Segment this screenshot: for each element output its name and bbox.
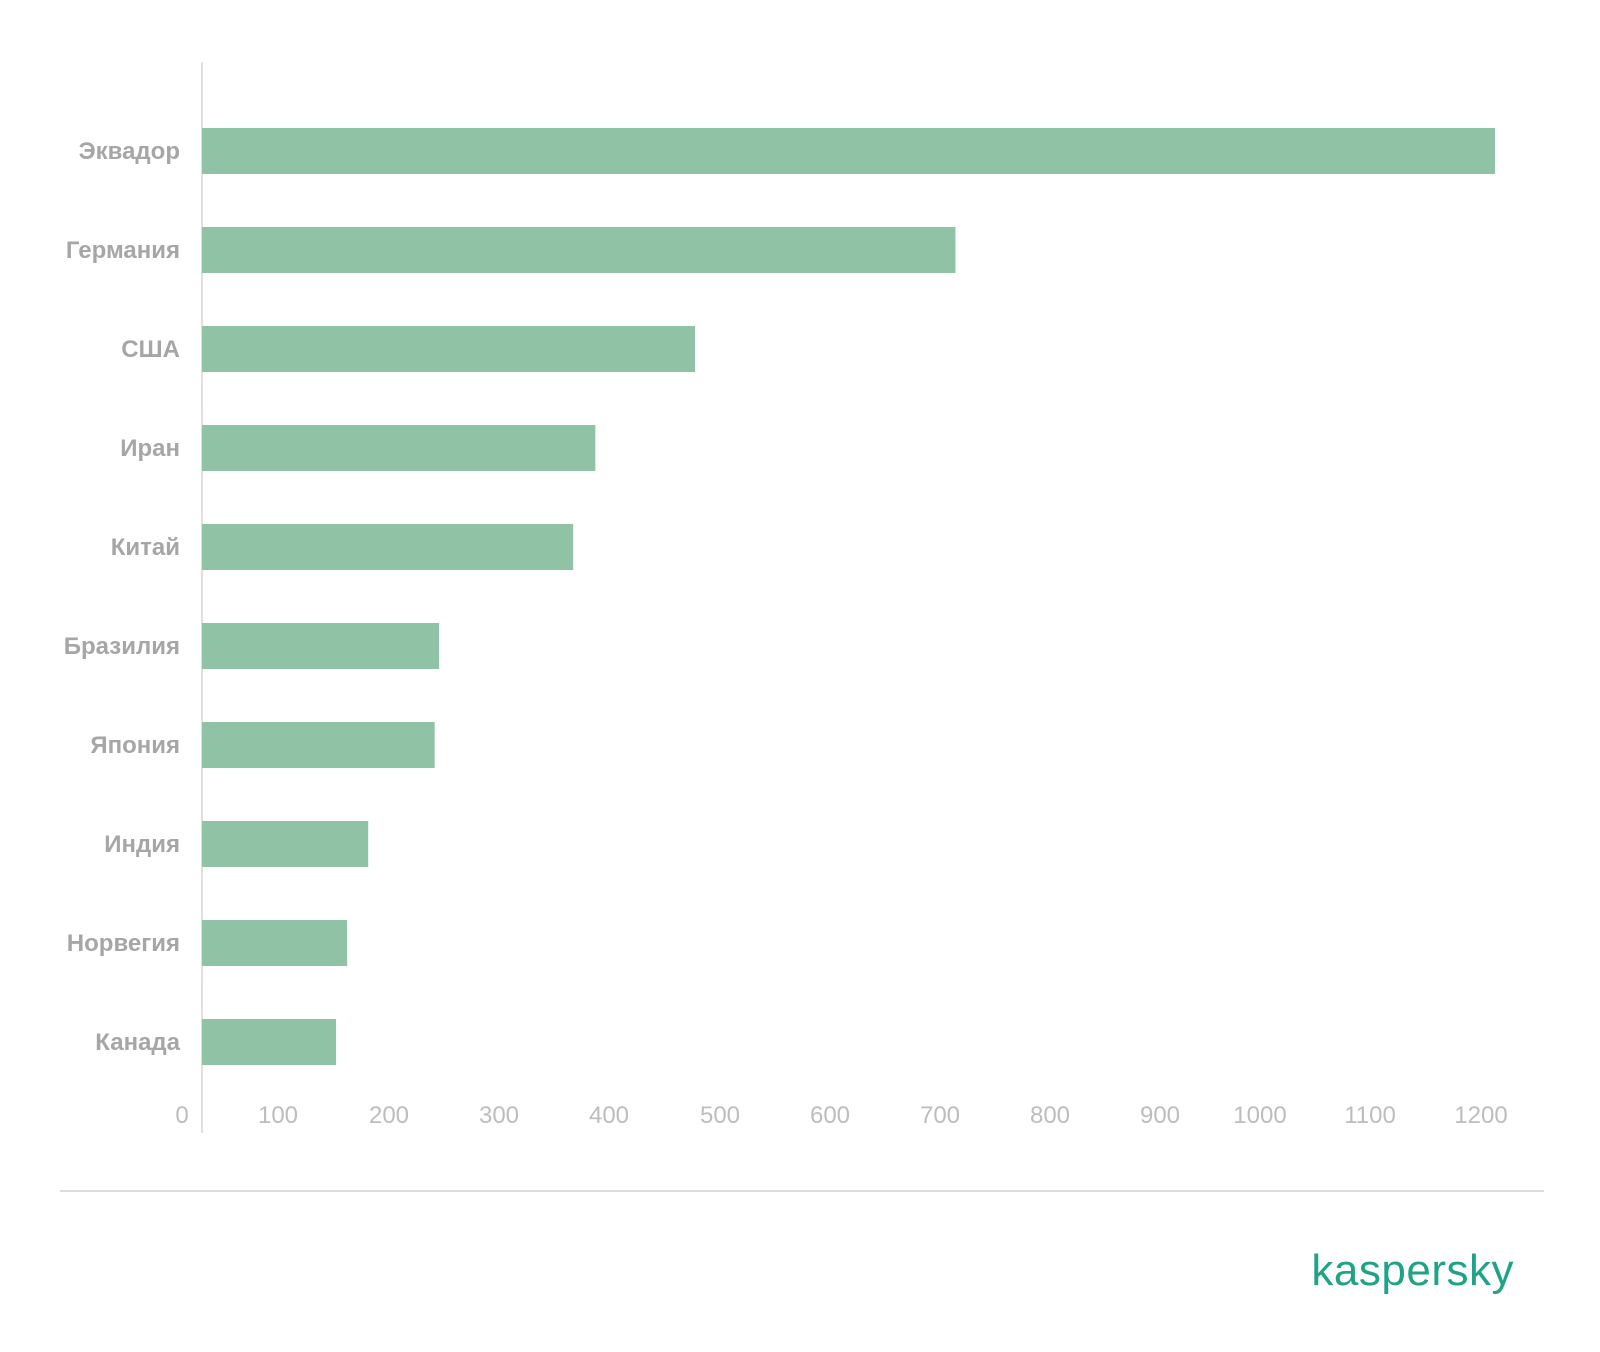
x-tick-label: 0: [175, 1102, 188, 1129]
x-tick-label: 800: [1030, 1102, 1070, 1129]
x-tick-label: 1200: [1454, 1102, 1507, 1129]
category-label: Индия: [104, 831, 180, 858]
bar: [202, 623, 440, 669]
x-tick-labels: 0 100 200 300 400 500 600 700 800 900 1000 1100 1200: [175, 1102, 1507, 1129]
bar: [202, 128, 1496, 174]
x-tick-label: 1100: [1344, 1102, 1396, 1129]
category-label: Канада: [95, 1029, 180, 1056]
x-tick-label: 700: [920, 1102, 960, 1129]
x-tick-label: 500: [700, 1102, 740, 1129]
bar: [202, 524, 574, 570]
bar: [202, 227, 956, 273]
category-label: Китай: [111, 534, 180, 561]
x-tick-label: 1000: [1233, 1102, 1286, 1129]
bar: [202, 326, 696, 372]
x-tick-label: 100: [258, 1102, 298, 1129]
category-label: Норвегия: [67, 930, 180, 957]
x-tick-label: 200: [369, 1102, 409, 1129]
category-label: Япония: [90, 732, 180, 759]
bar: [202, 1019, 337, 1065]
bars-group: [202, 128, 1496, 1065]
category-label: США: [121, 336, 180, 363]
bar: [202, 821, 369, 867]
bar: [202, 425, 596, 471]
category-label: Германия: [66, 237, 180, 264]
footer-divider: [60, 1190, 1544, 1192]
x-tick-label: 400: [589, 1102, 629, 1129]
category-label: Бразилия: [64, 633, 180, 660]
bar: [202, 722, 435, 768]
kaspersky-logo: kaspersky: [1311, 1246, 1514, 1295]
x-tick-label: 600: [810, 1102, 850, 1129]
category-labels: Эквадор Германия США Иран Китай Бразилия Япони…: [64, 138, 181, 1056]
x-tick-label: 900: [1140, 1102, 1180, 1129]
x-tick-label: 300: [479, 1102, 519, 1129]
category-label: Иран: [120, 435, 180, 462]
bar: [202, 920, 348, 966]
category-label: Эквадор: [79, 138, 180, 165]
